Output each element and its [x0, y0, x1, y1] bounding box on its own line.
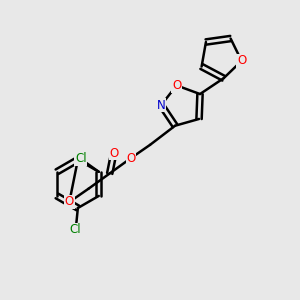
Text: O: O [65, 196, 74, 208]
Text: Cl: Cl [75, 152, 87, 166]
Text: O: O [109, 147, 119, 160]
Text: N: N [157, 98, 166, 112]
Text: O: O [172, 79, 181, 92]
Text: O: O [237, 54, 246, 68]
Text: O: O [126, 152, 136, 165]
Text: Cl: Cl [70, 224, 82, 236]
